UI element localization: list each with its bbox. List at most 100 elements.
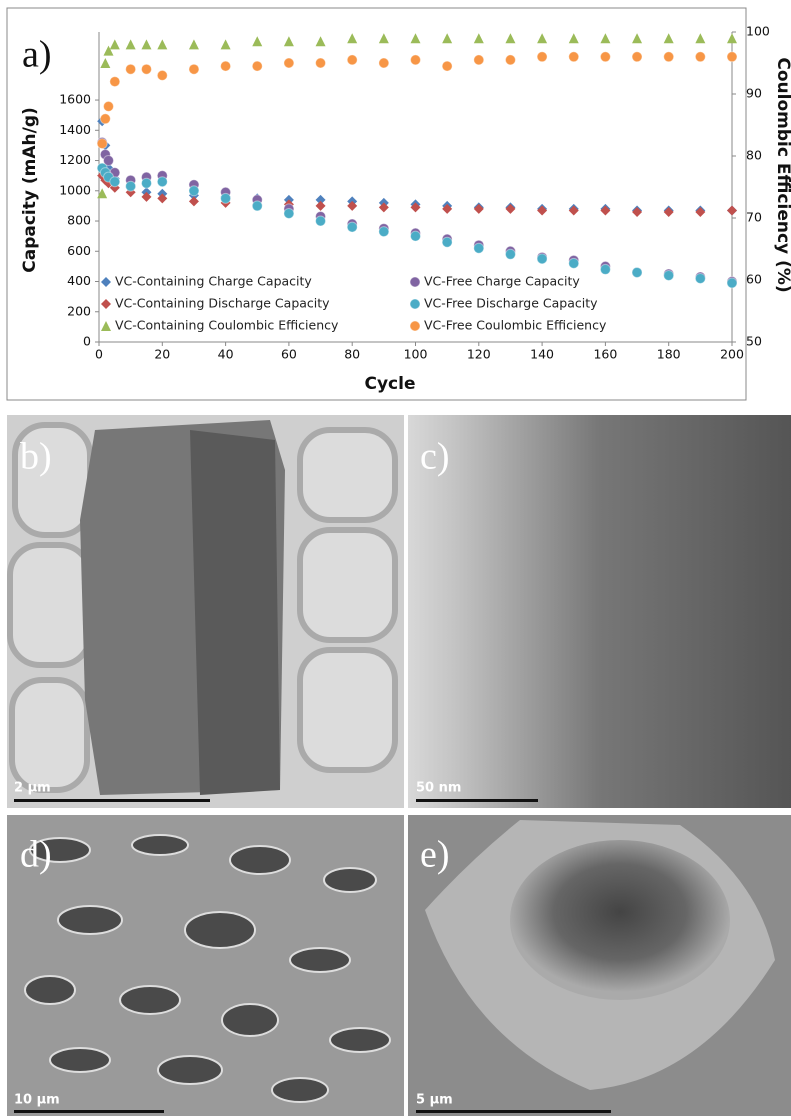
- legend-label: VC-Free Coulombic Efficiency: [424, 318, 607, 333]
- x-tick-label: 80: [344, 347, 360, 362]
- marker: [316, 58, 326, 68]
- y-tick-label: 0: [83, 334, 91, 349]
- marker: [103, 101, 113, 111]
- marker: [141, 64, 151, 74]
- marker: [252, 201, 262, 211]
- y-tick-label: 1400: [59, 122, 91, 137]
- legend-marker: [410, 277, 420, 287]
- figure: a) Cycle Capacity (mAh/g) Coulombic Effi…: [0, 0, 791, 1116]
- marker: [347, 55, 357, 65]
- marker: [379, 58, 389, 68]
- x-tick-label: 60: [281, 347, 297, 362]
- y2-axis-title: Coulombic Efficiency (%): [773, 57, 791, 292]
- scale-bar-label: 5 µm: [416, 1093, 453, 1108]
- y-tick-label: 200: [67, 303, 91, 318]
- marker: [569, 52, 579, 62]
- marker: [316, 216, 326, 226]
- marker: [221, 61, 231, 71]
- y2-tick-label: 50: [746, 334, 762, 349]
- marker: [695, 52, 705, 62]
- micrograph-d: d) 10 µm: [7, 815, 404, 1116]
- marker: [632, 52, 642, 62]
- panel-label: e): [420, 834, 450, 876]
- y2-tick-label: 80: [746, 148, 762, 163]
- marker: [221, 193, 231, 203]
- micrograph-e: e) 5 µm: [408, 815, 791, 1116]
- legend-label: VC-Containing Discharge Capacity: [115, 296, 330, 311]
- legend-label: VC-Free Discharge Capacity: [424, 296, 598, 311]
- y-tick-label: 600: [67, 243, 91, 258]
- y-tick-label: 400: [67, 273, 91, 288]
- micrograph-c: c) 50 nm: [408, 415, 791, 808]
- marker: [600, 52, 610, 62]
- marker: [141, 178, 151, 188]
- x-tick-label: 140: [530, 347, 554, 362]
- marker: [157, 177, 167, 187]
- marker: [600, 264, 610, 274]
- y2-tick-label: 90: [746, 86, 762, 101]
- marker: [126, 181, 136, 191]
- scale-bar-label: 10 µm: [14, 1093, 60, 1108]
- y-tick-label: 1000: [59, 182, 91, 197]
- marker: [284, 208, 294, 218]
- scale-bar-label: 2 µm: [14, 781, 51, 796]
- y2-tick-label: 70: [746, 210, 762, 225]
- y-tick-label: 800: [67, 213, 91, 228]
- marker: [411, 231, 421, 241]
- marker: [126, 64, 136, 74]
- marker: [505, 249, 515, 259]
- panel-label: b): [20, 436, 52, 478]
- x-tick-label: 180: [657, 347, 681, 362]
- marker: [379, 227, 389, 237]
- y-axis-title: Capacity (mAh/g): [20, 107, 40, 273]
- x-tick-label: 200: [720, 347, 744, 362]
- marker: [189, 64, 199, 74]
- marker: [664, 270, 674, 280]
- micrograph-b: b) 2 µm: [7, 415, 404, 808]
- panel-label: a): [22, 34, 52, 76]
- scale-bar-label: 50 nm: [416, 781, 461, 796]
- marker: [537, 254, 547, 264]
- x-tick-label: 40: [218, 347, 234, 362]
- y2-tick-label: 100: [746, 24, 770, 39]
- marker: [474, 55, 484, 65]
- x-tick-label: 0: [95, 347, 103, 362]
- marker: [189, 186, 199, 196]
- marker: [110, 177, 120, 187]
- marker: [411, 55, 421, 65]
- y2-tick-label: 60: [746, 272, 762, 287]
- legend-label: VC-Containing Charge Capacity: [115, 274, 312, 289]
- x-axis-title: Cycle: [365, 374, 416, 394]
- marker: [727, 278, 737, 288]
- marker: [157, 70, 167, 80]
- marker: [284, 58, 294, 68]
- panel-label: d): [20, 834, 52, 876]
- marker: [110, 77, 120, 87]
- y-tick-label: 1200: [59, 152, 91, 167]
- marker: [505, 55, 515, 65]
- x-tick-label: 120: [467, 347, 491, 362]
- marker: [537, 52, 547, 62]
- legend-label: VC-Free Charge Capacity: [424, 274, 580, 289]
- marker: [727, 52, 737, 62]
- marker: [100, 114, 110, 124]
- marker: [252, 61, 262, 71]
- legend-marker: [410, 321, 420, 331]
- marker: [632, 267, 642, 277]
- marker: [695, 273, 705, 283]
- marker: [474, 243, 484, 253]
- marker: [442, 61, 452, 71]
- x-tick-label: 20: [154, 347, 170, 362]
- marker: [97, 139, 107, 149]
- x-tick-label: 100: [404, 347, 428, 362]
- chart-frame: [7, 8, 746, 400]
- marker: [347, 222, 357, 232]
- marker: [569, 258, 579, 268]
- panel-label: c): [420, 436, 450, 478]
- legend-label: VC-Containing Coulombic Efficiency: [115, 318, 339, 333]
- marker: [664, 52, 674, 62]
- y-tick-label: 1600: [59, 92, 91, 107]
- legend-marker: [410, 299, 420, 309]
- marker: [442, 237, 452, 247]
- x-tick-label: 160: [593, 347, 617, 362]
